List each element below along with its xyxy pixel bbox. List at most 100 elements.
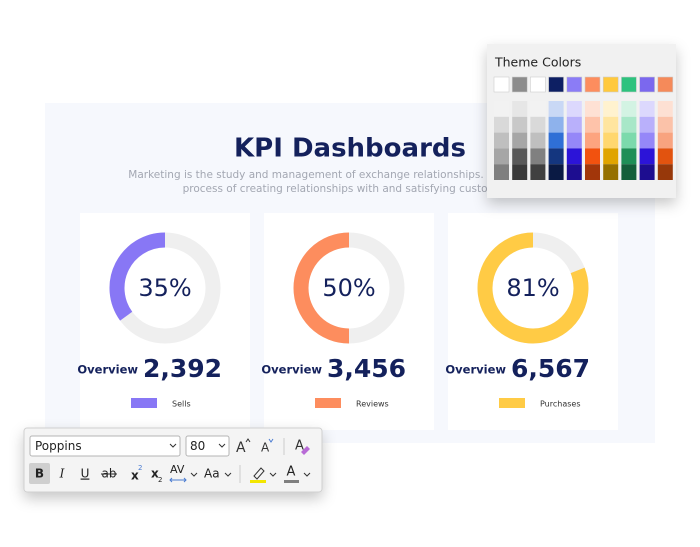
overview-total: 6,567 (511, 354, 590, 383)
shade-swatch[interactable] (548, 164, 564, 180)
shade-swatch[interactable] (639, 116, 655, 133)
shrink-font[interactable]: A (261, 441, 270, 455)
shade-swatch[interactable] (585, 132, 600, 149)
shade-swatch[interactable] (566, 101, 582, 117)
overview-label: Overview (445, 363, 506, 377)
shade-swatch[interactable] (494, 148, 509, 165)
grow-font[interactable]: A (236, 440, 246, 456)
subscript[interactable]: x (151, 467, 159, 481)
shade-swatch[interactable] (639, 101, 655, 117)
shade-swatch[interactable] (621, 164, 637, 180)
shade-swatch[interactable] (603, 116, 619, 133)
card (80, 213, 250, 430)
shade-swatch[interactable] (566, 164, 582, 180)
dropdown-arrow (169, 443, 177, 448)
color-swatch[interactable] (621, 76, 637, 93)
bold-active[interactable] (29, 463, 50, 484)
shade-swatch[interactable] (603, 132, 619, 149)
size-select[interactable] (185, 435, 230, 457)
donut-arc (477, 232, 589, 344)
shade-swatch[interactable] (494, 116, 509, 133)
shade-swatch[interactable] (566, 132, 582, 149)
shade-swatch[interactable] (585, 148, 600, 165)
clear-format[interactable]: A (295, 439, 304, 454)
donut-arc (293, 232, 350, 344)
shade-swatch[interactable] (621, 132, 637, 149)
eraser (301, 446, 310, 455)
shade-swatch[interactable] (657, 132, 673, 149)
character-spacing[interactable]: AV (170, 463, 185, 476)
shade-swatch[interactable] (494, 101, 509, 117)
shade-swatch[interactable] (530, 116, 546, 133)
panel-title: Theme Colors (494, 55, 581, 70)
color-swatch[interactable] (493, 76, 510, 93)
shade-swatch[interactable] (512, 132, 528, 149)
shade-swatch[interactable] (548, 132, 564, 149)
color-swatch[interactable] (602, 76, 619, 93)
shade-swatch[interactable] (639, 148, 655, 165)
color-swatch[interactable] (584, 76, 601, 93)
highlight-color (250, 480, 266, 483)
shade-swatch[interactable] (603, 164, 619, 180)
shade-swatch[interactable] (621, 148, 637, 165)
bold[interactable]: B (35, 467, 44, 481)
shade-swatch[interactable] (512, 101, 528, 117)
shade-swatch[interactable] (657, 148, 673, 165)
color-swatch[interactable] (548, 76, 564, 93)
percent-label: 50% (322, 274, 375, 302)
shade-swatch[interactable] (548, 148, 564, 165)
dropdown-arrow (218, 443, 226, 448)
highlighter[interactable] (253, 467, 265, 480)
shade-swatch[interactable] (566, 148, 582, 165)
superscript[interactable]: x (131, 469, 139, 483)
font-color-bar (284, 480, 299, 483)
font-size[interactable]: 80 (190, 439, 205, 453)
shade-swatch[interactable] (603, 101, 619, 117)
shade-swatch[interactable] (566, 116, 582, 133)
shade-swatch[interactable] (657, 116, 673, 133)
shade-swatch[interactable] (639, 132, 655, 149)
shade-swatch[interactable] (548, 101, 564, 117)
shade-swatch[interactable] (585, 101, 600, 117)
shade-swatch[interactable] (639, 164, 655, 180)
shade-swatch[interactable] (530, 101, 546, 117)
font-select[interactable] (29, 435, 181, 457)
shade-swatch[interactable] (512, 116, 528, 133)
shade-swatch[interactable] (585, 116, 600, 133)
shade-swatch[interactable] (621, 116, 637, 133)
color-swatch[interactable] (657, 76, 674, 93)
font-color[interactable]: A (287, 465, 296, 480)
legend-label: Purchases (540, 400, 581, 409)
shade-swatch[interactable] (494, 132, 509, 149)
color-swatch[interactable] (530, 76, 546, 93)
dropdown-arrow (269, 472, 277, 477)
italic[interactable]: I (59, 467, 65, 481)
shade-swatch[interactable] (512, 164, 528, 180)
shade-swatch[interactable] (512, 148, 528, 165)
shade-swatch[interactable] (494, 164, 509, 180)
dropdown-arrow (224, 472, 232, 477)
change-case[interactable]: Aa (204, 467, 220, 481)
shade-swatch[interactable] (657, 164, 673, 180)
legend-swatch (499, 398, 525, 408)
shade-swatch[interactable] (585, 164, 600, 180)
underline[interactable]: U (81, 467, 90, 481)
shade-swatch[interactable] (603, 148, 619, 165)
dropdown-arrow (190, 472, 198, 477)
shade-swatch[interactable] (548, 116, 564, 133)
legend-label: Sells (172, 400, 191, 409)
donut-arc (109, 232, 166, 321)
font-name[interactable]: Poppins (35, 439, 82, 453)
shade-swatch[interactable] (530, 132, 546, 149)
spacing-arrows (169, 477, 187, 483)
color-swatch[interactable] (566, 76, 583, 93)
shade-swatch[interactable] (621, 101, 637, 117)
overview-total: 3,456 (327, 354, 406, 383)
shade-swatch[interactable] (530, 164, 546, 180)
shrink-arrow (268, 438, 274, 443)
color-swatch[interactable] (639, 76, 655, 93)
shade-swatch[interactable] (530, 148, 546, 165)
legend-swatch (131, 398, 157, 408)
color-swatch[interactable] (511, 76, 528, 93)
shade-swatch[interactable] (657, 101, 673, 117)
